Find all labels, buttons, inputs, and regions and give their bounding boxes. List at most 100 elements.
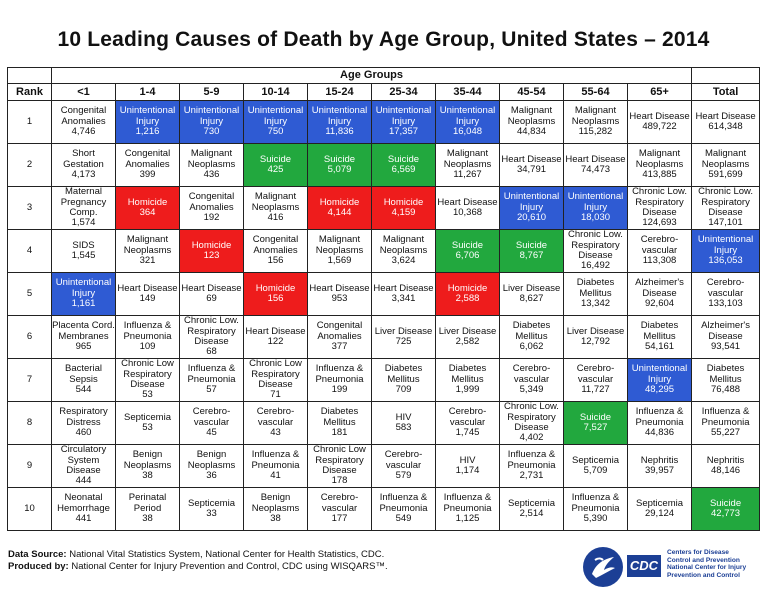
death-count: 1,161 <box>71 298 96 310</box>
cause-name: Diabetes Mellitus <box>512 320 551 342</box>
cause-name: Perinatal Period <box>128 492 167 514</box>
death-count: 2,582 <box>455 336 480 347</box>
cause-cell: Cerebro-vascular 579 <box>371 444 436 488</box>
death-count: 5,709 <box>583 465 608 476</box>
cause-cell: Suicide 6,569 <box>371 143 436 187</box>
cause-name: Congenital Anomalies <box>188 191 235 213</box>
cause-cell: Septicemia 29,124 <box>626 487 693 531</box>
agency-line: Centers for Disease <box>667 549 729 556</box>
cause-name: Cerebro-vascular <box>512 363 551 385</box>
cause-name: Homicide <box>383 196 424 208</box>
hhs-eagle-icon <box>583 547 623 587</box>
cause-name: Respiratory Distress <box>59 406 108 428</box>
death-count: 583 <box>395 422 412 433</box>
cause-name: Malignant Neoplasms <box>507 105 556 127</box>
cause-cell: Diabetes Mellitus 76,488 <box>691 358 761 402</box>
cause-cell: Homicide 2,588 <box>435 272 500 316</box>
cause-name: Unintentional Injury <box>375 105 432 127</box>
cause-name: Diabetes Mellitus <box>640 320 679 342</box>
cause-name: Septicemia <box>188 497 235 509</box>
death-count: 4,159 <box>391 207 416 218</box>
cause-name: Cerebro-vascular <box>576 363 615 385</box>
cause-name: Influenza & Pneumonia <box>315 363 364 385</box>
death-count: 709 <box>395 384 412 396</box>
cause-cell: SIDS 1,545 <box>51 229 116 273</box>
cause-cell: Malignant Neoplasms 321 <box>115 229 180 273</box>
death-count: 48,146 <box>711 465 741 476</box>
death-count: 1,569 <box>327 255 352 267</box>
cause-cell: Chronic Low Respiratory Disease 178 <box>307 444 372 488</box>
column-header: 5-9 <box>179 83 244 101</box>
cause-name: Bacterial Sepsis <box>65 363 102 385</box>
cause-cell: Malignant Neoplasms 11,267 <box>435 143 500 187</box>
blank-corner-cell <box>7 67 52 84</box>
death-count: 42,773 <box>711 508 741 519</box>
cause-name: Chronic Low Respiratory Disease <box>121 358 174 390</box>
cause-name: Diabetes Mellitus <box>320 406 359 428</box>
cause-cell: Alzheimer's Disease 92,604 <box>626 272 693 316</box>
cause-cell: Nephritis 48,146 <box>691 444 761 488</box>
death-count: 549 <box>395 513 412 525</box>
table-row: 6 Placenta Cord. Membranes 965 Influenza & … <box>7 315 761 359</box>
table-row: 10 Neonatal Hemorrhage 441 Perinatal Period… <box>7 487 761 531</box>
cause-name: Unintentional Injury <box>567 191 624 213</box>
cause-cell: Cerebro-vascular 177 <box>307 487 372 531</box>
column-header: Total <box>691 83 761 101</box>
death-count: 36 <box>206 470 217 482</box>
death-count: 34,791 <box>516 164 547 175</box>
cause-name: Homicide <box>447 282 488 294</box>
death-count: 76,488 <box>711 384 741 396</box>
cause-cell: Liver Disease 2,582 <box>435 315 500 359</box>
cause-cell: Suicide 5,079 <box>307 143 372 187</box>
cause-name: Malignant Neoplasms <box>701 148 750 170</box>
cause-name: Unintentional Injury <box>247 105 304 127</box>
death-count: 93,541 <box>711 341 741 353</box>
cause-cell: Unintentional Injury 136,053 <box>691 229 761 273</box>
cause-cell: Influenza & Pneumonia 5,390 <box>563 487 628 531</box>
cause-name: Cerebro-vascular <box>448 406 487 428</box>
cause-name: Septicemia <box>572 454 619 466</box>
cause-name: Cerebro-vascular <box>384 449 423 471</box>
cause-name: Unintentional Injury <box>183 105 240 127</box>
cause-name: Influenza & Pneumonia <box>443 492 492 514</box>
cause-cell: Malignant Neoplasms 3,624 <box>371 229 436 273</box>
cause-cell: Unintentional Injury 48,295 <box>626 358 693 402</box>
death-count: 4,144 <box>327 207 352 218</box>
cause-cell: Septicemia 2,514 <box>499 487 564 531</box>
death-count: 7,527 <box>583 422 608 433</box>
death-count: 39,957 <box>644 465 675 476</box>
death-count: 43 <box>270 427 281 439</box>
death-count: 71 <box>270 389 281 401</box>
death-count: 122 <box>267 336 284 347</box>
cause-cell: Malignant Neoplasms 44,834 <box>499 100 564 144</box>
cause-name: Placenta Cord. Membranes <box>52 320 115 342</box>
death-count: 54,161 <box>644 341 675 353</box>
death-count: 444 <box>75 475 92 487</box>
cause-name: Short Gestation <box>63 148 104 170</box>
cause-name: Suicide <box>709 497 742 509</box>
cause-cell: Suicide 425 <box>243 143 308 187</box>
cause-name: Septicemia <box>636 497 684 509</box>
cause-cell: Influenza & Pneumonia 1,125 <box>435 487 500 531</box>
death-count: 5,349 <box>519 384 544 396</box>
cause-name: Heart Disease <box>695 110 756 122</box>
death-count: 41 <box>270 470 281 482</box>
cause-cell: Influenza & Pneumonia 109 <box>115 315 180 359</box>
cause-name: Congenital Anomalies <box>60 105 107 127</box>
table-row: 8 Respiratory Distress 460 Septicemia 53 Cere… <box>7 401 761 445</box>
cause-cell: Malignant Neoplasms 436 <box>179 143 244 187</box>
cause-cell: Diabetes Mellitus 6,062 <box>499 315 564 359</box>
death-count: 544 <box>75 384 92 396</box>
footer-credits: Data Source: National Vital Statistics S… <box>8 549 388 573</box>
death-count: 92,604 <box>644 298 675 310</box>
cause-name: Suicide <box>515 239 548 251</box>
cause-name: Heart Disease <box>501 153 562 165</box>
cause-name: Influenza & Pneumonia <box>379 492 428 514</box>
cause-cell: Heart Disease 489,722 <box>626 100 693 144</box>
death-count: 38 <box>142 513 153 525</box>
cause-name: Suicide <box>387 153 420 165</box>
death-count: 149 <box>139 293 156 304</box>
cause-cell: Liver Disease 8,627 <box>499 272 564 316</box>
cause-name: Malignant Neoplasms <box>379 234 428 256</box>
cause-name: Influenza & Pneumonia <box>701 406 750 428</box>
